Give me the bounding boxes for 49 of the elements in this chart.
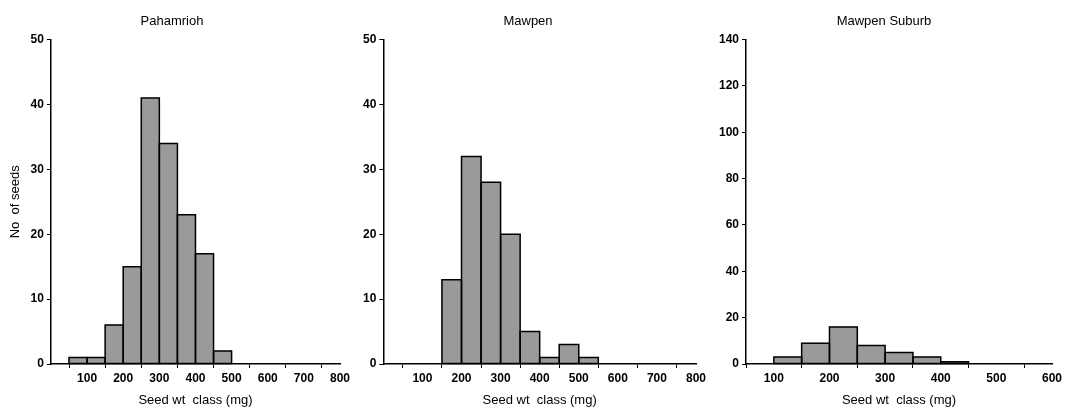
x-tick-label: 100 xyxy=(77,370,98,385)
x-tick-label: 200 xyxy=(819,370,840,385)
x-tick-label: 800 xyxy=(685,370,707,385)
y-tick-label: 60 xyxy=(725,217,740,232)
y-tick-label: 0 xyxy=(369,356,377,371)
x-tick-label: 500 xyxy=(221,370,242,385)
chart-title: Mawpen xyxy=(503,13,553,29)
chart-title: Pahamrioh xyxy=(140,13,204,29)
x-axis-title: Seed wt class (mg) xyxy=(482,391,597,407)
x-tick-label: 400 xyxy=(930,370,952,385)
y-tick-label: 40 xyxy=(30,96,45,111)
x-tick-label: 400 xyxy=(529,370,551,385)
y-tick-label: 20 xyxy=(30,226,45,241)
x-tick-label: 800 xyxy=(329,370,351,385)
y-tick-label: 10 xyxy=(30,291,45,306)
x-tick-label: 700 xyxy=(646,370,668,385)
x-tick-label: 100 xyxy=(763,370,785,385)
y-tick-label: 80 xyxy=(725,170,740,185)
y-tick-label: 20 xyxy=(725,309,740,324)
x-tick-label: 700 xyxy=(293,370,315,385)
y-tick-label: 50 xyxy=(362,31,377,46)
x-tick-label: 600 xyxy=(607,370,629,385)
chart-title: Mawpen Suburb xyxy=(836,13,932,29)
y-tick-label: 0 xyxy=(37,356,45,371)
y-axis-title: No of seeds xyxy=(7,164,23,239)
x-tick-label: 200 xyxy=(451,370,472,385)
y-tick-label: 120 xyxy=(718,78,740,93)
x-tick-label: 300 xyxy=(490,370,511,385)
y-tick-label: 0 xyxy=(732,356,740,371)
y-tick-label: 40 xyxy=(362,96,377,111)
x-tick-label: 300 xyxy=(149,370,170,385)
y-tick-label: 20 xyxy=(362,226,377,241)
x-axis-title: Seed wt class (mg) xyxy=(841,391,957,407)
y-tick-label: 100 xyxy=(718,124,740,139)
x-axis-title: Seed wt class (mg) xyxy=(138,391,253,407)
x-tick-label: 400 xyxy=(185,370,206,385)
x-tick-label: 200 xyxy=(113,370,134,385)
x-tick-label: 100 xyxy=(412,370,433,385)
y-tick-label: 30 xyxy=(30,161,45,176)
x-tick-label: 300 xyxy=(875,370,896,385)
x-tick-label: 600 xyxy=(1041,370,1063,385)
y-tick-label: 40 xyxy=(725,263,740,278)
y-tick-label: 50 xyxy=(30,31,45,46)
x-tick-label: 500 xyxy=(568,370,590,385)
y-tick-label: 10 xyxy=(362,291,377,306)
y-tick-label: 140 xyxy=(718,31,740,46)
x-tick-label: 500 xyxy=(986,370,1007,385)
y-tick-label: 30 xyxy=(362,161,377,176)
x-tick-label: 600 xyxy=(257,370,279,385)
